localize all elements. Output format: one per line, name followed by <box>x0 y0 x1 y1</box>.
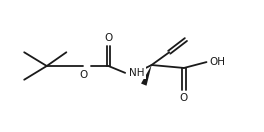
Text: N: N <box>129 68 137 78</box>
Text: O: O <box>104 33 113 43</box>
Text: O: O <box>180 93 188 103</box>
Polygon shape <box>141 65 152 86</box>
Text: O: O <box>79 70 87 80</box>
Text: NH: NH <box>129 68 145 78</box>
Text: OH: OH <box>209 57 225 67</box>
Text: H: H <box>137 68 145 78</box>
